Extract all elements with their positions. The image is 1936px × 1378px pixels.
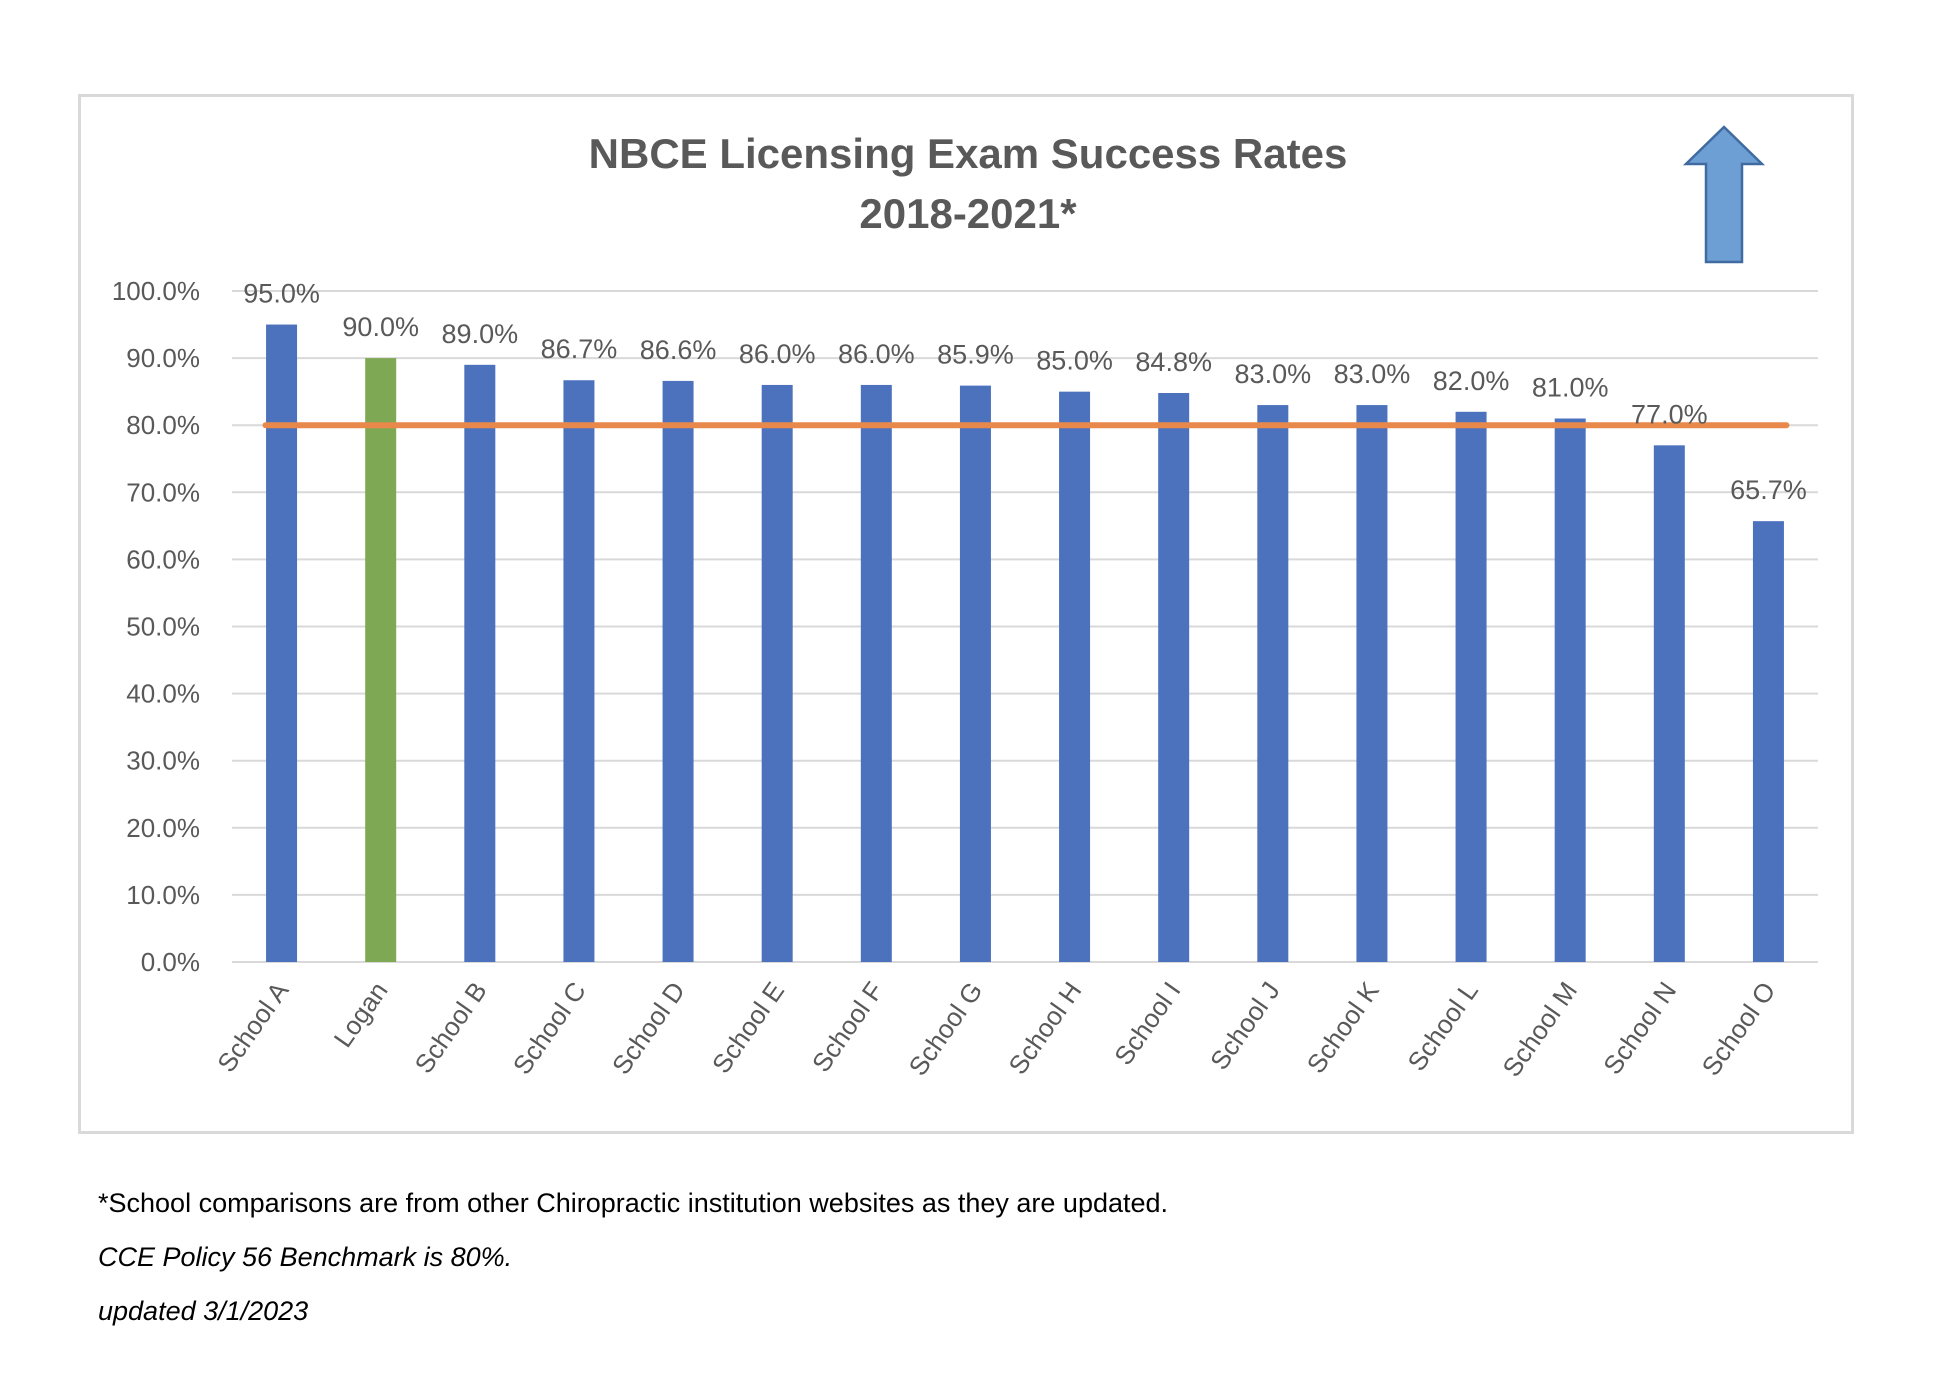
data-label: 90.0% bbox=[342, 312, 419, 342]
bar bbox=[1059, 391, 1091, 962]
bar bbox=[464, 364, 496, 962]
x-tick-label: School H bbox=[1002, 976, 1087, 1080]
bar bbox=[1752, 521, 1784, 962]
y-tick-label: 100.0% bbox=[112, 276, 200, 306]
data-label: 84.8% bbox=[1135, 347, 1212, 377]
x-tick-label: School C bbox=[507, 976, 592, 1080]
y-tick-label: 80.0% bbox=[126, 410, 200, 440]
y-tick-label: 10.0% bbox=[126, 880, 200, 910]
data-label: 83.0% bbox=[1334, 359, 1411, 389]
up-arrow-icon bbox=[1682, 125, 1766, 264]
data-label: 86.6% bbox=[640, 335, 717, 365]
bar bbox=[563, 380, 595, 962]
bar bbox=[662, 380, 694, 962]
x-tick-label: School O bbox=[1695, 976, 1781, 1081]
bar bbox=[761, 384, 793, 962]
x-tick-label: School D bbox=[606, 976, 691, 1080]
data-label: 85.9% bbox=[937, 340, 1014, 370]
x-tick-label: School G bbox=[902, 976, 988, 1081]
data-label: 86.0% bbox=[838, 339, 915, 369]
data-label: 83.0% bbox=[1235, 359, 1312, 389]
bar bbox=[1653, 445, 1685, 963]
x-tick-label: Logan bbox=[328, 976, 394, 1052]
x-tick-label: School K bbox=[1301, 976, 1386, 1079]
bar bbox=[1257, 405, 1289, 962]
chart-title: NBCE Licensing Exam Success Rates bbox=[588, 130, 1348, 177]
y-tick-label: 70.0% bbox=[126, 477, 200, 507]
footnote-sources: *School comparisons are from other Chiro… bbox=[98, 1188, 1169, 1218]
y-tick-label: 60.0% bbox=[126, 544, 200, 574]
x-tick-label: School N bbox=[1597, 976, 1682, 1080]
data-label: 65.7% bbox=[1730, 475, 1807, 505]
y-tick-label: 50.0% bbox=[126, 612, 200, 642]
x-tick-label: School E bbox=[706, 976, 790, 1078]
bar bbox=[959, 385, 991, 963]
data-label: 77.0% bbox=[1631, 399, 1708, 429]
bar bbox=[860, 384, 892, 962]
y-tick-label: 20.0% bbox=[126, 813, 200, 843]
y-tick-label: 40.0% bbox=[126, 679, 200, 709]
x-tick-label: School L bbox=[1401, 976, 1484, 1076]
x-tick-label: School M bbox=[1496, 976, 1583, 1082]
x-tick-label: School J bbox=[1204, 976, 1286, 1075]
bar bbox=[266, 324, 298, 962]
x-tick-label: School A bbox=[211, 976, 295, 1078]
footnote-benchmark: CCE Policy 56 Benchmark is 80%. bbox=[98, 1242, 513, 1272]
bar bbox=[1158, 392, 1190, 962]
data-label: 86.7% bbox=[541, 334, 618, 364]
y-tick-label: 90.0% bbox=[126, 343, 200, 373]
bar bbox=[1356, 405, 1388, 962]
data-label: 89.0% bbox=[442, 319, 519, 349]
data-label: 85.0% bbox=[1036, 346, 1113, 376]
bar bbox=[1455, 411, 1487, 962]
x-tick-label: School F bbox=[806, 976, 889, 1077]
data-label: 86.0% bbox=[739, 339, 816, 369]
bar bbox=[365, 358, 397, 963]
y-tick-label: 30.0% bbox=[126, 746, 200, 776]
chart-subtitle: 2018-2021* bbox=[859, 190, 1077, 237]
x-tick-label: School I bbox=[1108, 976, 1186, 1070]
bar bbox=[1554, 418, 1586, 962]
data-label: 81.0% bbox=[1532, 372, 1609, 402]
y-tick-label: 0.0% bbox=[141, 947, 200, 977]
footnote-updated: updated 3/1/2023 bbox=[98, 1296, 309, 1326]
x-tick-label: School B bbox=[408, 976, 492, 1078]
data-label: 95.0% bbox=[243, 279, 320, 309]
data-label: 82.0% bbox=[1433, 366, 1510, 396]
